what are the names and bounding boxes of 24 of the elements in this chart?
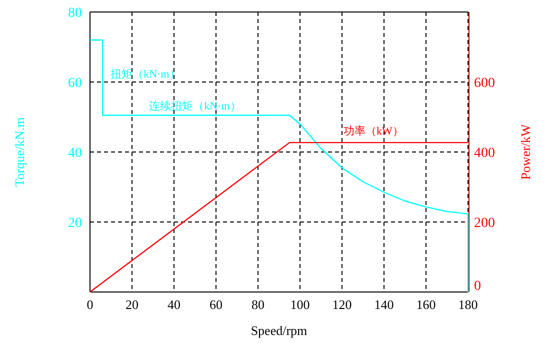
y-tick-label: 60 xyxy=(68,76,82,91)
x-tick-label: 100 xyxy=(290,297,310,312)
annotation: 连续扭矩（kN·m） xyxy=(149,99,241,112)
series-label: 扭矩（kN·m） xyxy=(110,68,180,81)
y2-tick-label: 0 xyxy=(474,279,481,294)
x-tick-label: 120 xyxy=(332,297,352,312)
y2-tick-label: 600 xyxy=(474,76,495,91)
x-tick-label: 80 xyxy=(252,297,264,312)
y-tick-label: 40 xyxy=(68,146,82,161)
x-tick-label: 180 xyxy=(458,297,478,312)
y2-tick-label: 400 xyxy=(474,146,495,161)
x-tick-label: 40 xyxy=(168,297,180,312)
y-tick-label: 80 xyxy=(68,6,82,21)
y2-tick-label: 200 xyxy=(474,216,495,231)
series-label: 功率（kW） xyxy=(344,124,404,138)
y-axis-title: Torque/kN.m xyxy=(12,117,27,187)
y-tick-label: 20 xyxy=(68,216,82,231)
x-tick-label: 160 xyxy=(416,297,436,312)
x-tick-label: 0 xyxy=(86,297,94,312)
y2-axis-title: Power/kW xyxy=(518,123,533,180)
x-tick-label: 140 xyxy=(374,297,394,312)
x-tick-label: 60 xyxy=(210,297,222,312)
x-tick-label: 20 xyxy=(126,297,138,312)
x-axis-title: Speed/rpm xyxy=(250,323,308,338)
